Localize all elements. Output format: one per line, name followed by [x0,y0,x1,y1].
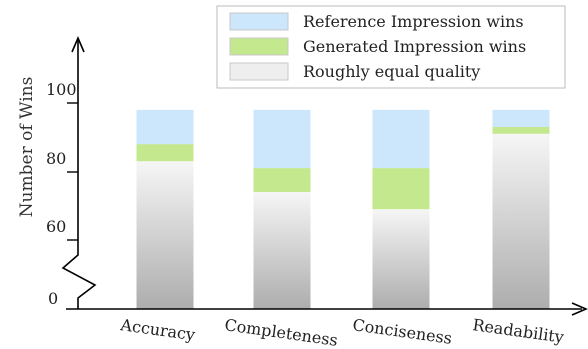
bar-segment-equal-accuracy [136,161,194,309]
bar-segment-equal-readability [492,133,550,309]
x-tick-label-conciseness: Conciseness [351,315,453,348]
bar-segment-equal-conciseness [372,209,430,309]
bar-segment-reference-readability [492,109,550,127]
y-tick-label-100: 100 [46,80,77,99]
legend-swatch-reference [229,12,289,31]
y-axis-arrow [71,35,85,53]
bar-segment-reference-conciseness [372,109,430,169]
bar-segment-generated-completeness [253,168,311,193]
bars-group [136,109,550,309]
y-tick-label-80: 80 [46,149,66,168]
bar-segment-generated-readability [492,126,550,134]
y-axis-line [61,40,97,309]
y-axis-title: Number of Wins [17,77,37,218]
x-tick-label-completeness: Completeness [223,315,339,349]
y-axis [61,35,97,309]
bar-segment-reference-completeness [253,109,311,169]
legend-swatch-equal [229,62,289,81]
legend-label-generated: Generated Impression wins [303,37,526,56]
legend: Reference Impression wins Generated Impr… [216,5,566,89]
y-tick-label-0: 0 [48,289,58,308]
x-axis [66,302,588,316]
y-ticks: 100 80 60 0 [46,80,78,308]
legend-label-reference: Reference Impression wins [303,12,524,31]
bar-segment-generated-accuracy [136,144,194,162]
bar-segment-reference-accuracy [136,109,194,145]
x-tick-labels: Accuracy Completeness Conciseness Readabili… [118,315,565,349]
x-tick-label-readability: Readability [471,315,565,347]
x-axis-arrow [571,302,588,316]
bar-segment-generated-conciseness [372,168,430,210]
legend-label-equal: Roughly equal quality [303,62,480,81]
x-tick-label-accuracy: Accuracy [118,315,196,344]
legend-swatch-generated [229,37,289,56]
y-tick-label-60: 60 [46,217,66,236]
bar-segment-equal-completeness [253,192,311,309]
